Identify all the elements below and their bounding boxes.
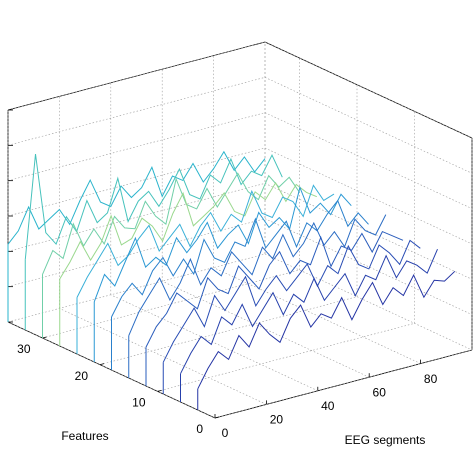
y-tick [157, 389, 162, 392]
y-tick [42, 336, 47, 339]
grid-line [264, 41, 473, 139]
grid-line [7, 253, 266, 323]
grid-line [7, 41, 266, 111]
series-line [162, 239, 421, 363]
grid-line [7, 112, 266, 181]
series-line [145, 230, 404, 348]
y-tick-label: 20 [75, 369, 89, 383]
series-line [128, 214, 387, 336]
grid-line [110, 294, 318, 392]
grid-line [264, 218, 473, 315]
series-line [59, 181, 317, 280]
grid-line [7, 218, 266, 287]
series-line [76, 184, 335, 298]
grid-line [7, 183, 266, 252]
grid-line [214, 349, 473, 419]
grid-line [264, 77, 473, 174]
y-tick-label: 10 [132, 396, 146, 410]
x-tick-label: 40 [321, 399, 335, 413]
grid-line [157, 323, 415, 392]
series-line [42, 172, 300, 275]
x-tick-label: 0 [222, 426, 229, 440]
x-tick-label: 60 [373, 385, 387, 399]
grid-line [99, 296, 358, 365]
grid-line [162, 280, 370, 378]
grid-line [42, 269, 300, 339]
series-line [197, 270, 456, 390]
grid-line [264, 183, 473, 280]
series-line [7, 150, 266, 245]
y-axis-label: Features [61, 429, 108, 443]
series-line [180, 249, 438, 374]
series-line [93, 185, 352, 303]
y-tick [99, 363, 105, 366]
x-tick-label: 20 [270, 413, 284, 427]
grid-line [7, 147, 266, 217]
grid-line [264, 253, 473, 351]
series-line [24, 154, 283, 260]
y-tick [214, 416, 220, 419]
grid-line [264, 112, 473, 209]
x-axis-label: EEG segments [345, 433, 426, 447]
y-tick-label: 0 [196, 422, 203, 436]
grid-line [7, 77, 266, 146]
grid-line [264, 147, 473, 245]
y-tick-label: 30 [17, 342, 31, 356]
series-line [111, 199, 369, 318]
x-tick-label: 80 [424, 372, 438, 386]
